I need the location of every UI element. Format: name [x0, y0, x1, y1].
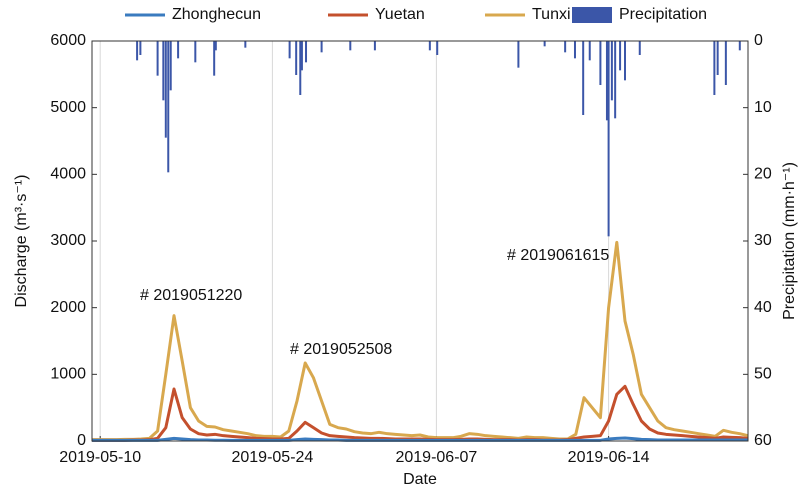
y2-axis-label: Precipitation (mm·h⁻¹): [781, 162, 798, 320]
precipitation-bar: [305, 41, 308, 63]
y2-tick-label: 30: [754, 232, 772, 249]
precipitation-bar: [169, 41, 172, 91]
precipitation-bar: [543, 41, 546, 47]
y2-tick-label: 0: [754, 32, 763, 49]
precipitation-bar: [288, 41, 291, 59]
precipitation-bar: [638, 41, 641, 55]
annotation: # 2019051220: [140, 287, 242, 304]
precipitation-bar: [713, 41, 716, 95]
legend-label: Zhonghecun: [172, 6, 261, 23]
discharge-line: [92, 436, 748, 442]
legend-swatch: [572, 7, 612, 23]
precipitation-bar: [614, 41, 617, 119]
precipitation-bar: [244, 41, 247, 48]
y2-tick-label: 20: [754, 166, 772, 183]
precipitation-bar: [300, 41, 303, 71]
precipitation-bar: [373, 41, 376, 51]
precipitation-bar: [428, 41, 431, 51]
precipitation-bar: [214, 41, 217, 51]
y-tick-label: 6000: [50, 32, 86, 49]
precipitation-bar: [573, 41, 576, 59]
precipitation-bar: [162, 41, 165, 101]
y2-tick-label: 50: [754, 366, 772, 383]
precipitation-bar: [619, 41, 622, 71]
y-tick-label: 1000: [50, 366, 86, 383]
precipitation-bar: [436, 41, 439, 55]
annotation: # 2019052508: [290, 341, 392, 358]
precipitation-bar: [738, 41, 741, 51]
y-tick-label: 5000: [50, 99, 86, 116]
precipitation-bar: [177, 41, 180, 59]
y2-tick-label: 10: [754, 99, 772, 116]
precipitation-bar: [588, 41, 591, 61]
precipitation-bar: [349, 41, 352, 51]
discharge-line: [92, 240, 749, 442]
precipitation-bar: [320, 41, 323, 53]
precipitation-bar: [624, 41, 626, 81]
precipitation-bar: [164, 41, 167, 138]
x-tick-label: 2019-05-10: [59, 449, 141, 466]
plot-frame: [91, 40, 749, 442]
precipitation-bar: [610, 41, 613, 101]
annotation: # 2019061615: [507, 247, 609, 264]
y2-tick-label: 40: [754, 299, 772, 316]
precipitation-bar: [607, 41, 610, 237]
precipitation-bar: [724, 41, 727, 85]
precipitation-bar: [605, 41, 608, 121]
y-tick-label: 3000: [50, 232, 86, 249]
x-tick-label: 2019-05-24: [231, 449, 313, 466]
discharge-line: [92, 384, 749, 442]
legend-label: Precipitation: [619, 6, 707, 23]
y-tick-label: 2000: [50, 299, 86, 316]
precipitation-bar: [136, 41, 139, 61]
x-tick-label: 2019-06-07: [395, 449, 477, 466]
y2-tick-label: 60: [754, 432, 772, 449]
precipitation-bar: [582, 41, 585, 115]
legend-label: Tunxi: [532, 6, 571, 23]
precipitation-bar: [517, 41, 520, 68]
precipitation-bar: [167, 41, 170, 173]
precipitation-bar: [194, 41, 197, 63]
precipitation-bar: [213, 41, 216, 76]
precipitation-bar: [564, 41, 567, 53]
precipitation-bar: [716, 41, 719, 75]
precipitation-bar: [295, 41, 298, 75]
precipitation-bar: [599, 41, 602, 85]
y-axis-label: Discharge (m³·s⁻¹): [13, 175, 30, 308]
x-axis-label: Date: [403, 471, 437, 488]
precipitation-bar: [139, 41, 142, 55]
y-tick-label: 4000: [50, 166, 86, 183]
precipitation-bar: [156, 41, 159, 76]
legend-label: Yuetan: [375, 6, 425, 23]
precipitation-bar: [299, 41, 302, 95]
y-tick-label: 0: [77, 432, 86, 449]
x-tick-label: 2019-06-14: [568, 449, 650, 466]
